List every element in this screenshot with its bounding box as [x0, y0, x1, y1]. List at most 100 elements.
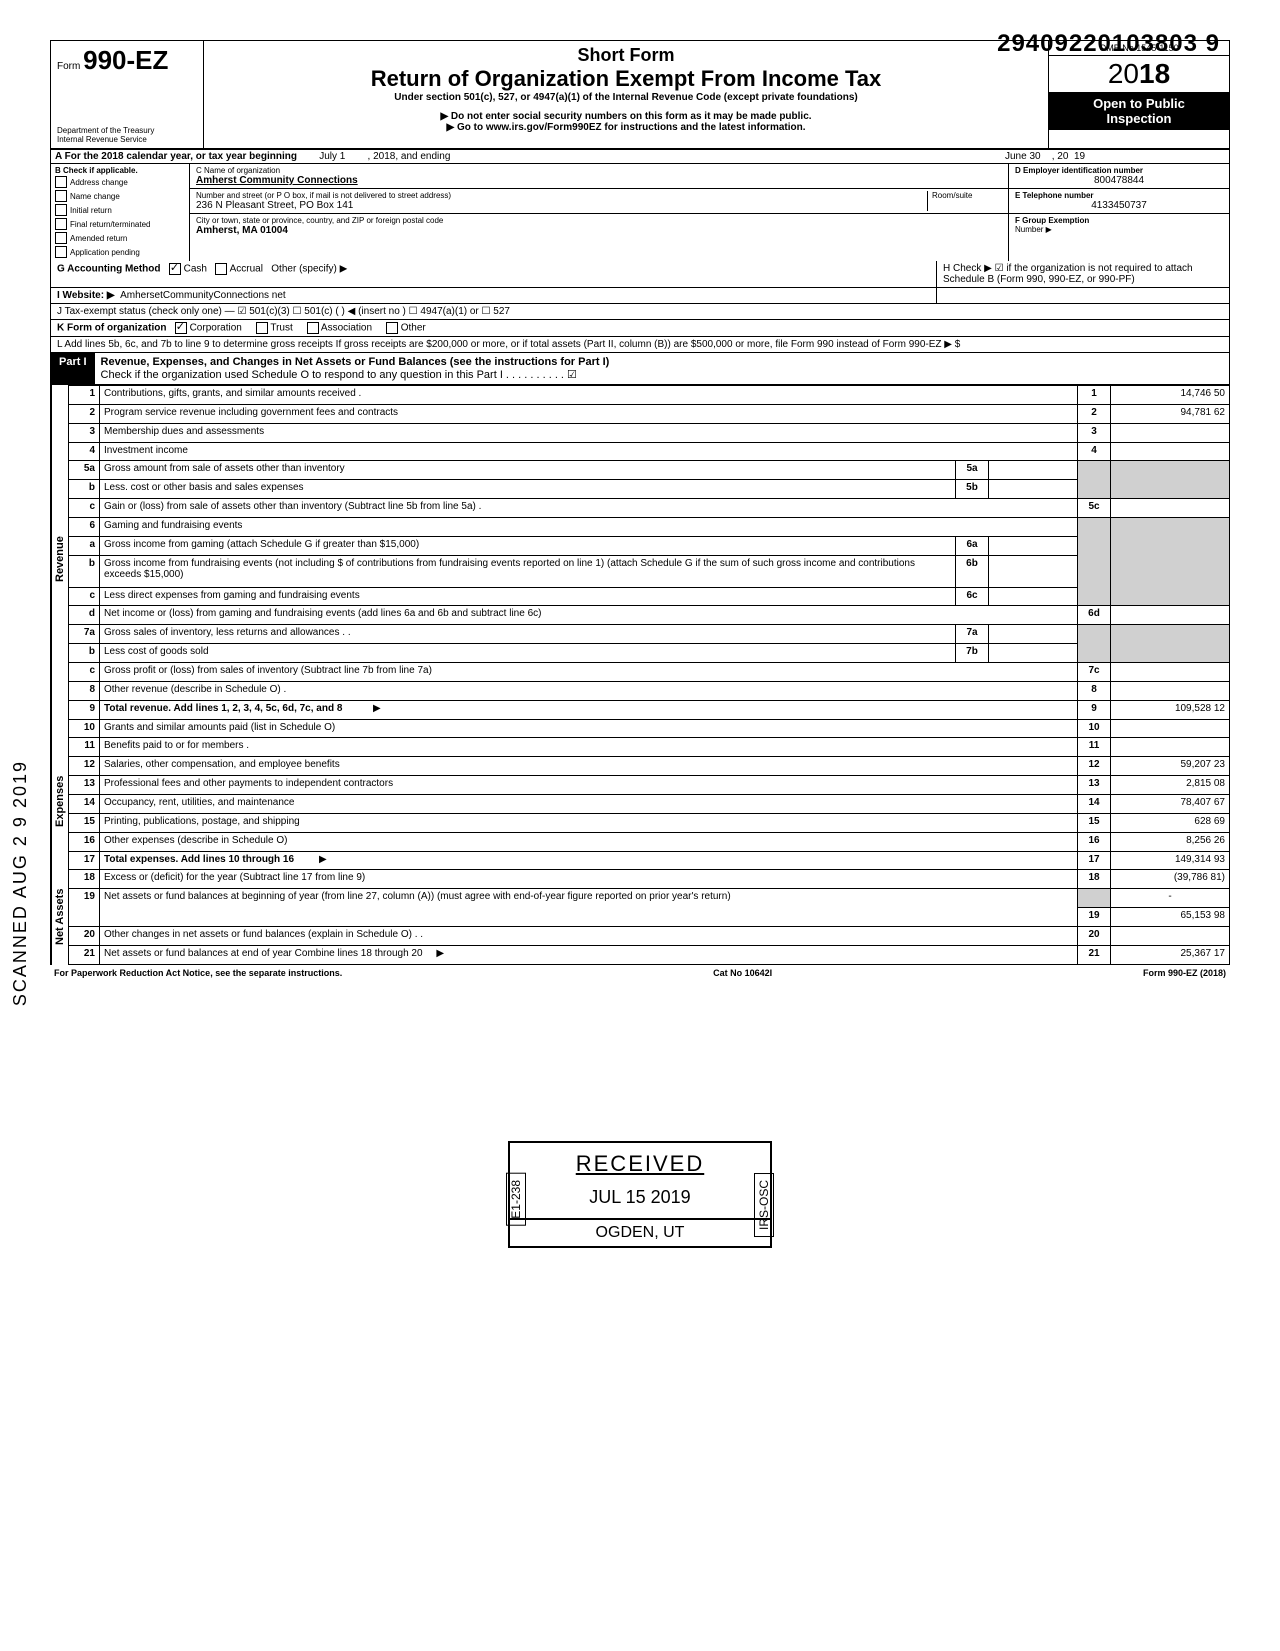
line-20-desc: Other changes in net assets or fund bala…	[100, 927, 1078, 946]
line-6d-num: d	[69, 606, 100, 625]
lbl-name-change: Name change	[70, 192, 120, 201]
row-a-tax-year: A For the 2018 calendar year, or tax yea…	[50, 150, 1230, 164]
tax-year-end-yr: 19	[1074, 151, 1085, 162]
room-suite-label: Room/suite	[927, 191, 1002, 211]
stamp-number: 29409220103803 9	[997, 30, 1220, 58]
line-14-desc: Occupancy, rent, utilities, and maintena…	[100, 795, 1078, 814]
line-11-value	[1111, 738, 1230, 757]
chk-corporation[interactable]	[175, 322, 187, 334]
line-17-value: 149,314 93	[1111, 851, 1230, 870]
phone-label: E Telephone number	[1015, 191, 1223, 200]
line-8-value	[1111, 681, 1230, 700]
chk-cash[interactable]	[169, 263, 181, 275]
lbl-association: Association	[321, 323, 372, 334]
received-side-left: E1-238	[506, 1173, 526, 1226]
line-12-box: 12	[1078, 757, 1111, 776]
row-g-label: G Accounting Method	[57, 264, 161, 275]
line-3-num: 3	[69, 423, 100, 442]
line-7a-desc: Gross sales of inventory, less returns a…	[100, 625, 956, 644]
line-10-num: 10	[69, 719, 100, 738]
line-16-value: 8,256 26	[1111, 832, 1230, 851]
row-a-mid: , 2018, and ending	[368, 151, 451, 162]
chk-amended-return[interactable]	[55, 232, 67, 244]
line-4-num: 4	[69, 442, 100, 461]
line-7b-midbox: 7b	[956, 644, 989, 663]
identity-block: B Check if applicable. Address change Na…	[50, 164, 1230, 261]
line-6b-midbox: 6b	[956, 555, 989, 587]
line-13-box: 13	[1078, 776, 1111, 795]
line-5b-desc: Less. cost or other basis and sales expe…	[100, 480, 956, 499]
section-expenses: Expenses	[51, 733, 68, 869]
line-7ab-shade-v	[1111, 625, 1230, 663]
line-6a-num: a	[69, 536, 100, 555]
chk-initial-return[interactable]	[55, 204, 67, 216]
row-j: J Tax-exempt status (check only one) — ☑…	[50, 304, 1230, 320]
group-exemption-label: F Group Exemption	[1015, 216, 1223, 225]
line-1-num: 1	[69, 386, 100, 405]
ein-label: D Employer identification number	[1015, 166, 1223, 175]
chk-other-org[interactable]	[386, 322, 398, 334]
line-19-num: 19	[69, 889, 100, 927]
scanned-stamp: SCANNED AUG 2 9 2019	[10, 760, 31, 1006]
line-19-desc: Net assets or fund balances at beginning…	[100, 889, 1078, 927]
line-19-dash: -	[1111, 889, 1230, 908]
line-9-box: 9	[1078, 700, 1111, 719]
line-5a-num: 5a	[69, 461, 100, 480]
website-value: AmhersetCommunityConnections net	[120, 290, 286, 301]
open-to-public: Open to Public Inspection	[1049, 92, 1229, 130]
column-c: C Name of organization Amherst Community…	[190, 164, 1009, 261]
line-14-value: 78,407 67	[1111, 795, 1230, 814]
line-9-num: 9	[69, 700, 100, 719]
line-7ab-shade	[1078, 625, 1111, 663]
line-6b-num: b	[69, 555, 100, 587]
line-3-value	[1111, 423, 1230, 442]
line-18-box: 18	[1078, 870, 1111, 889]
line-2-box: 2	[1078, 404, 1111, 423]
chk-association[interactable]	[307, 322, 319, 334]
line-5ab-shade-v	[1111, 461, 1230, 499]
org-name-label: C Name of organization	[196, 166, 1002, 175]
line-6c-midbox: 6c	[956, 587, 989, 606]
line-6c-desc: Less direct expenses from gaming and fun…	[100, 587, 956, 606]
received-side-right: IRS-OSC	[754, 1173, 774, 1237]
part1-header-row: Part I Revenue, Expenses, and Changes in…	[50, 353, 1230, 385]
line-1-value: 14,746 50	[1111, 386, 1230, 405]
form-prefix: Form	[57, 61, 80, 72]
line-1-box: 1	[1078, 386, 1111, 405]
column-de: D Employer identification number 8004788…	[1009, 164, 1229, 261]
line-5b-midval	[989, 480, 1078, 499]
line-7c-num: c	[69, 663, 100, 682]
chk-application-pending[interactable]	[55, 246, 67, 258]
chk-accrual[interactable]	[215, 263, 227, 275]
line-19-value: 65,153 98	[1111, 908, 1230, 927]
website-label: I Website: ▶	[57, 290, 115, 301]
line-20-box: 20	[1078, 927, 1111, 946]
column-b: B Check if applicable. Address change Na…	[51, 164, 190, 261]
section-revenue: Revenue	[51, 385, 68, 733]
line-19-shade	[1078, 889, 1111, 908]
lbl-amended-return: Amended return	[70, 234, 127, 243]
lbl-accrual: Accrual	[230, 264, 263, 275]
form-number: 990-EZ	[83, 45, 168, 75]
line-15-desc: Printing, publications, postage, and shi…	[100, 813, 1078, 832]
section-netassets: Net Assets	[51, 869, 68, 965]
chk-name-change[interactable]	[55, 190, 67, 202]
lbl-final-return: Final return/terminated	[70, 220, 150, 229]
line-13-desc: Professional fees and other payments to …	[100, 776, 1078, 795]
chk-address-change[interactable]	[55, 176, 67, 188]
group-exemption-sub: Number ▶	[1015, 225, 1223, 234]
tax-year-begin: July 1	[319, 151, 345, 162]
line-6-num: 6	[69, 518, 100, 537]
year-bold: 18	[1139, 58, 1170, 89]
chk-trust[interactable]	[256, 322, 268, 334]
line-5b-midbox: 5b	[956, 480, 989, 499]
page-footer: For Paperwork Reduction Act Notice, see …	[50, 965, 1230, 981]
lbl-trust: Trust	[270, 323, 292, 334]
line-6a-desc: Gross income from gaming (attach Schedul…	[100, 536, 956, 555]
line-5c-box: 5c	[1078, 499, 1111, 518]
line-11-num: 11	[69, 738, 100, 757]
city-label: City or town, state or province, country…	[196, 216, 1002, 225]
line-5c-value	[1111, 499, 1230, 518]
chk-final-return[interactable]	[55, 218, 67, 230]
line-2-num: 2	[69, 404, 100, 423]
